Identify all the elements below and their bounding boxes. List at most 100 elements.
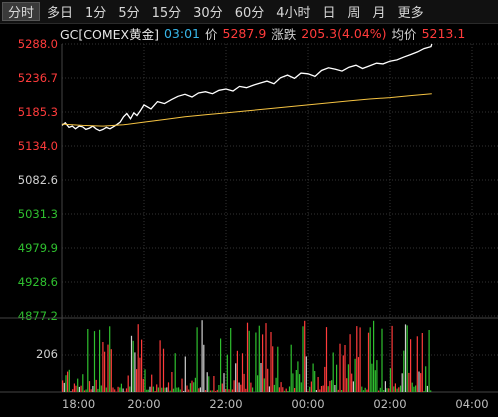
tab-3[interactable]: 5分 <box>118 6 140 21</box>
volume-bar <box>411 382 413 392</box>
volume-bar <box>278 387 280 392</box>
volume-bar <box>130 335 133 392</box>
volume-bar <box>364 387 366 392</box>
volume-bar <box>421 333 423 392</box>
volume-bar <box>389 368 391 392</box>
change-label: 涨跌 <box>271 26 297 42</box>
price-value: 5287.9 <box>222 25 267 41</box>
volume-bar <box>339 343 341 392</box>
volume-bar <box>88 381 91 392</box>
volume-bar <box>305 356 307 392</box>
volume-bar <box>394 383 396 392</box>
change-value: 205.3(4.04%) <box>301 25 387 41</box>
volume-bar <box>156 384 158 392</box>
volume-bar <box>201 320 203 392</box>
volume-bar <box>250 382 252 392</box>
volume-bar <box>147 389 149 392</box>
tab-9[interactable]: 周 <box>347 6 361 21</box>
volume-bar <box>320 386 323 392</box>
tab-7[interactable]: 4小时 <box>276 6 311 21</box>
volume-bar <box>184 356 186 392</box>
volume-bar <box>216 389 218 392</box>
volume-bar <box>107 344 109 392</box>
tab-10[interactable]: 月 <box>372 6 386 21</box>
volume-bar <box>142 378 144 392</box>
volume-bar <box>285 388 287 392</box>
volume-bar <box>174 353 176 392</box>
volume-bar <box>361 386 363 392</box>
volume-bar <box>72 389 74 392</box>
volume-bar <box>93 331 96 392</box>
volume-bar <box>280 382 282 392</box>
y-axis-label: 5288.0 <box>18 37 58 51</box>
volume-bar <box>80 385 82 392</box>
volume-bar <box>104 351 106 392</box>
tab-8[interactable]: 日 <box>322 6 336 21</box>
volume-bar <box>379 387 381 392</box>
price-line <box>61 43 433 132</box>
volume-bar <box>134 352 136 392</box>
volume-bar <box>287 391 289 392</box>
volume-bar <box>341 390 343 392</box>
volume-bar <box>268 386 270 392</box>
volume-bar <box>386 388 388 392</box>
volume-bar <box>357 357 360 392</box>
tab-4[interactable]: 15分 <box>151 6 182 21</box>
volume-bar <box>157 387 159 392</box>
volume-bar <box>223 373 225 392</box>
volume-bar <box>211 390 213 392</box>
tab-0[interactable]: 分时 <box>2 2 41 21</box>
volume-bar <box>391 325 393 392</box>
volume-bar <box>399 385 402 392</box>
volume-bar <box>228 389 230 392</box>
volume-bar <box>68 369 70 392</box>
volume-bar <box>77 378 79 392</box>
tab-2[interactable]: 1分 <box>85 6 107 21</box>
tab-5[interactable]: 30分 <box>193 6 223 21</box>
volume-bar <box>127 375 129 392</box>
volume-bar <box>124 391 126 392</box>
volume-bar <box>258 325 260 392</box>
volume-bar <box>117 386 119 392</box>
tab-11[interactable]: 更多 <box>397 6 424 21</box>
volume-bar <box>257 375 259 392</box>
y-axis-label: 5031.3 <box>18 207 58 221</box>
avg-price-value: 5213.1 <box>421 25 466 41</box>
tab-6[interactable]: 60分 <box>234 6 265 21</box>
volume-bar <box>218 385 220 392</box>
volume-bar <box>194 377 196 392</box>
volume-bar <box>277 346 279 392</box>
volume-bar <box>191 380 193 392</box>
x-axis-label: 20:00 <box>127 397 160 411</box>
volume-bar <box>388 388 390 392</box>
volume-bar <box>114 389 116 392</box>
volume-bar <box>70 391 72 392</box>
avg-price-line <box>61 93 432 127</box>
tab-1[interactable]: 多日 <box>47 6 74 21</box>
volume-bar <box>146 389 148 392</box>
volume-bar <box>144 369 146 392</box>
volume-bar <box>295 370 297 392</box>
volume-bar <box>384 381 386 392</box>
volume-bar <box>220 338 222 392</box>
volume-bar <box>63 382 65 392</box>
volume-bar <box>312 363 314 392</box>
volume-bar <box>203 344 205 392</box>
volume-bar <box>164 387 166 392</box>
volume-bar <box>297 361 299 392</box>
volume-bar <box>188 389 190 392</box>
volume-bar <box>151 374 153 392</box>
volume-bar <box>99 329 101 392</box>
volume-bar <box>110 349 112 392</box>
volume-bar <box>193 382 195 392</box>
volume-bar <box>208 376 210 392</box>
volume-bar <box>172 388 175 392</box>
volume-bar <box>309 386 311 392</box>
volume-bar <box>290 344 292 392</box>
volume-bar <box>398 387 400 392</box>
volume-bar <box>120 383 122 392</box>
volume-bar <box>324 366 326 392</box>
quote-info-bar: GC[COMEX黄金] 03:01 价 5287.9 涨跌 205.3(4.04… <box>60 24 498 42</box>
volume-bar <box>393 386 395 392</box>
